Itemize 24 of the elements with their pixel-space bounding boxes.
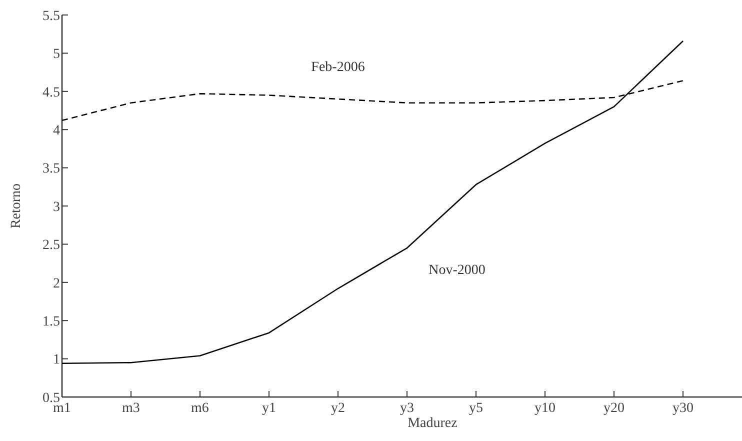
y-tick-label: 1 (53, 352, 60, 368)
y-tick-label: 1.5 (42, 314, 60, 330)
y-axis-title: Retorno (9, 183, 24, 229)
y-tick-label: 5 (53, 47, 60, 62)
x-tick-label: y1 (262, 401, 276, 416)
y-tick-label: 3.5 (42, 162, 60, 177)
x-tick-label: y20 (604, 401, 624, 416)
x-tick-label: y5 (469, 401, 483, 416)
x-tick-label: m3 (122, 401, 140, 416)
y-tick-label: 2 (53, 276, 60, 292)
x-tick-label: m6 (191, 401, 209, 416)
line-series (61, 40, 684, 364)
x-tick-label: y10 (534, 401, 556, 416)
series-label: Nov-2000 (428, 263, 486, 278)
y-tick-label: 2.5 (42, 238, 60, 254)
y-tick-label: 5.5 (42, 8, 60, 24)
x-axis-title: Madurez (408, 416, 458, 431)
y-tick-label: 4 (53, 124, 60, 138)
y-tick-label: 4.5 (42, 85, 60, 100)
x-tick-label: y2 (331, 401, 345, 416)
x-tick-label: y30 (672, 401, 694, 416)
x-tick-label: y3 (400, 401, 414, 416)
y-tick-label: 3 (53, 200, 60, 215)
series-label: Feb-2006 (311, 60, 365, 76)
